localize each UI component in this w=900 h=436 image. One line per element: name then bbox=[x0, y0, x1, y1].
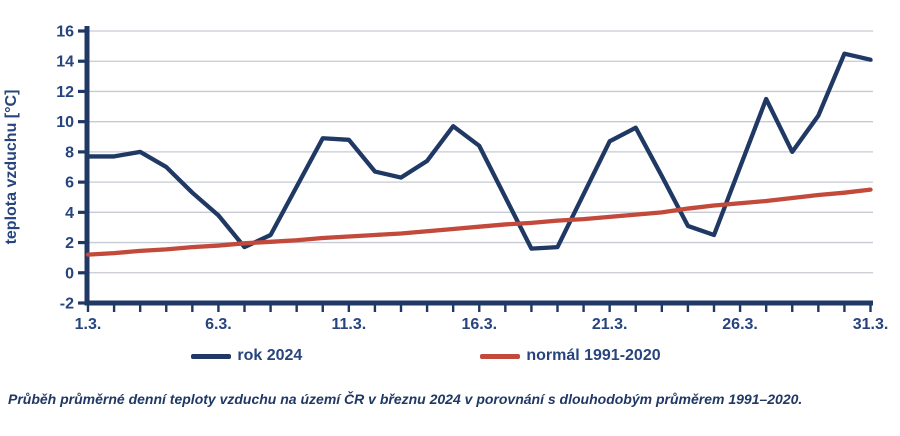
temperature-chart: -2 0 2 4 6 8 10 12 14 16 1.3. 6.3. 11.3. 16.3. 21.3. 26… bbox=[0, 24, 889, 408]
y-tick bbox=[78, 180, 85, 184]
y-tick bbox=[78, 240, 85, 245]
y-tick bbox=[78, 120, 85, 124]
legend-label-rok-2024: rok 2024 bbox=[237, 347, 303, 364]
x-tick bbox=[791, 305, 794, 312]
y-tick-label-2: 2 bbox=[65, 235, 74, 252]
y-tick-label-10: 10 bbox=[56, 114, 74, 131]
y-tick bbox=[78, 301, 85, 305]
x-tick bbox=[764, 305, 768, 312]
x-tick bbox=[634, 305, 637, 312]
x-tick bbox=[817, 305, 820, 312]
y-tick-label-12: 12 bbox=[56, 84, 74, 101]
y-tick-label-4: 4 bbox=[65, 205, 74, 222]
y-tick bbox=[78, 59, 85, 63]
x-tick bbox=[425, 305, 429, 312]
x-tick bbox=[608, 305, 611, 312]
x-tick bbox=[138, 305, 142, 312]
x-tick bbox=[738, 305, 742, 312]
x-tick bbox=[712, 305, 716, 312]
x-tick bbox=[869, 305, 872, 312]
x-tick bbox=[843, 305, 846, 312]
x-tick bbox=[478, 305, 481, 312]
x-tick bbox=[399, 305, 403, 312]
x-tick bbox=[582, 305, 585, 312]
x-tick-label-1: 6.3. bbox=[205, 316, 232, 333]
x-tick bbox=[112, 305, 116, 312]
x-tick bbox=[86, 305, 90, 312]
x-tick bbox=[660, 305, 664, 312]
x-tick bbox=[243, 305, 246, 312]
y-tick-label-8: 8 bbox=[65, 144, 74, 161]
legend-swatch-rok-2024 bbox=[191, 353, 232, 359]
series-line-0 bbox=[85, 51, 873, 251]
y-tick bbox=[78, 89, 85, 94]
chart-plot-svg: -2 0 2 4 6 8 10 12 14 16 1.3. 6.3. 11.3. 16.3. 21.3. 26… bbox=[3, 24, 889, 334]
x-tick bbox=[191, 305, 194, 312]
x-tick bbox=[504, 305, 507, 312]
x-tick bbox=[373, 305, 377, 312]
x-tick-label-4: 21.3. bbox=[592, 316, 628, 333]
x-tick-label-6: 31.3. bbox=[853, 316, 889, 333]
legend-item-rok-2024: rok 2024 bbox=[191, 347, 302, 365]
chart-caption: Průběh průměrné denní teploty vzduchu na… bbox=[8, 391, 803, 407]
y-tick-label-0: 0 bbox=[65, 265, 74, 282]
x-tick bbox=[165, 305, 168, 312]
y-tick bbox=[78, 29, 85, 33]
x-tick bbox=[347, 305, 351, 312]
x-tick-label-3: 16.3. bbox=[461, 316, 497, 333]
legend-swatch-normal-1991-2020 bbox=[480, 353, 521, 359]
y-tick-label--2: -2 bbox=[60, 296, 74, 313]
y-axis-line bbox=[84, 26, 90, 306]
x-tick bbox=[451, 305, 455, 312]
x-tick-label-2: 11.3. bbox=[331, 316, 366, 333]
x-tick bbox=[295, 305, 298, 312]
chart-legend: rok 2024 normál 1991-2020 bbox=[0, 347, 876, 365]
y-tick-label-6: 6 bbox=[65, 175, 74, 192]
legend-label-normal-1991-2020: normál 1991-2020 bbox=[526, 347, 661, 364]
y-axis-title: teplota vzduchu [°C] bbox=[3, 90, 20, 245]
x-tick bbox=[530, 305, 533, 312]
y-tick bbox=[78, 150, 85, 154]
x-tick bbox=[321, 305, 324, 312]
y-tick-label-16: 16 bbox=[56, 24, 74, 41]
series-line-1 bbox=[85, 187, 873, 257]
y-tick bbox=[78, 271, 85, 275]
x-tick bbox=[556, 305, 559, 312]
x-tick bbox=[217, 305, 220, 312]
x-tick bbox=[269, 305, 272, 312]
legend-item-normal-1991-2020: normál 1991-2020 bbox=[480, 347, 661, 365]
x-tick-label-0: 1.3. bbox=[75, 316, 102, 333]
y-tick bbox=[78, 210, 85, 214]
x-tick bbox=[686, 305, 690, 312]
x-tick-label-5: 26.3. bbox=[722, 316, 758, 333]
x-axis-line bbox=[84, 300, 873, 306]
y-tick-label-14: 14 bbox=[56, 54, 74, 71]
